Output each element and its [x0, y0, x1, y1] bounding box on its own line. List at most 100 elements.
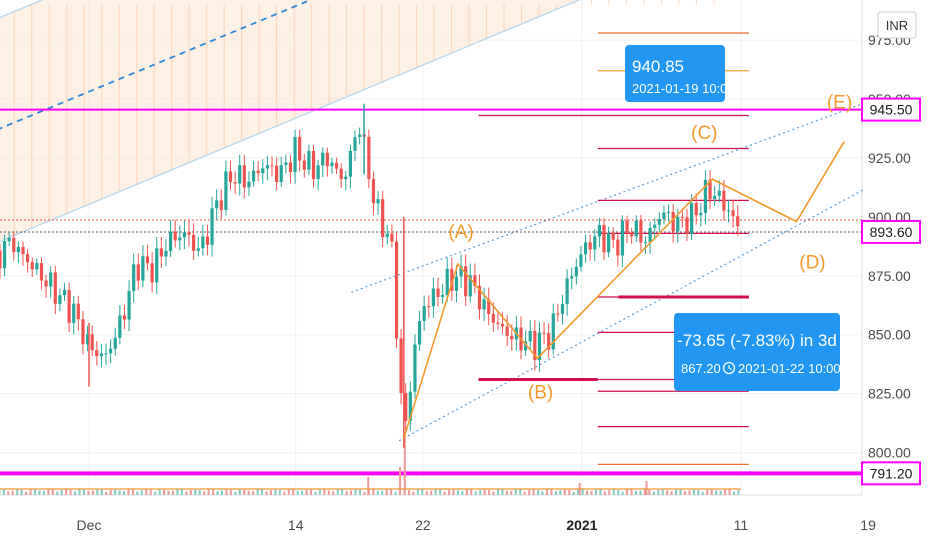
wave-label-c: (C): [691, 123, 717, 144]
candle-body: [510, 335, 514, 340]
start-price-label: 940.85: [632, 57, 684, 76]
volume-bar: [252, 490, 255, 495]
candle-body: [505, 326, 509, 336]
volume-bar: [96, 489, 99, 495]
projection: 940.85 2021-01-19 10:00 -73.65 (-7.83%) in…: [625, 45, 932, 391]
candle-body: [251, 170, 256, 182]
start-callout-box: [625, 45, 725, 102]
candle-body: [394, 241, 399, 339]
wave-label-d: (D): [799, 253, 825, 274]
candle-body: [247, 181, 251, 188]
candle-body: [671, 211, 675, 232]
volume-bar: [265, 491, 268, 495]
candle-body: [228, 171, 233, 183]
candle-body: [551, 313, 555, 350]
candle-body: [630, 232, 634, 237]
volume-bar: [20, 489, 23, 495]
candle-body: [648, 227, 652, 243]
volume-bar: [661, 489, 664, 495]
candle-body: [680, 216, 684, 218]
volume-bar: [706, 489, 709, 495]
candle-body: [26, 253, 30, 263]
volume-bar: [131, 489, 134, 495]
candle-body: [145, 256, 150, 264]
change-label: -73.65 (-7.83%) in 3d: [677, 331, 837, 350]
volume-bar: [737, 490, 740, 495]
volume-bar: [608, 490, 611, 495]
volume-bar: [692, 489, 695, 495]
volume-bar: [452, 489, 455, 495]
price-axis[interactable]: 800.00825.00850.00875.00900.00925.00950.…: [861, 0, 932, 550]
volume-bar: [630, 489, 633, 495]
candle-body: [367, 136, 371, 180]
volume-bar: [532, 489, 535, 495]
volume-bar: [149, 489, 152, 495]
time-axis[interactable]: Dec142220211119Feb: [77, 517, 932, 533]
volume-bar: [180, 489, 183, 495]
volume-bar: [114, 489, 117, 495]
candle-body: [570, 276, 574, 279]
candle-body: [717, 190, 721, 196]
candle-body: [597, 224, 601, 237]
volume-bar: [2, 489, 5, 495]
volume-bar: [635, 490, 638, 495]
volume-bar: [559, 490, 562, 495]
candle-body: [150, 263, 154, 283]
candle-body: [178, 237, 182, 241]
volume-bar: [123, 491, 126, 495]
currency-badge[interactable]: INR: [877, 11, 917, 39]
candle-body: [353, 137, 357, 151]
candle-body: [639, 220, 643, 243]
volume-bar: [412, 491, 415, 495]
volume-bar: [594, 489, 597, 495]
candle-body: [713, 195, 717, 200]
candle-body: [417, 321, 422, 345]
candle-body: [298, 136, 302, 161]
candle-body: [58, 295, 62, 304]
volume-bar: [287, 489, 290, 495]
candle-body: [233, 182, 237, 184]
candle-body: [408, 391, 412, 422]
volume-bar: [82, 489, 85, 495]
candle-body: [358, 134, 362, 138]
volume-bar: [372, 489, 375, 495]
volume-bar: [448, 489, 451, 495]
candle-body: [265, 165, 269, 169]
volume-bar: [639, 490, 642, 495]
trend-channel: [0, 0, 932, 442]
candle-body: [491, 313, 495, 323]
candle-body: [173, 231, 177, 241]
volume-bar: [318, 489, 321, 495]
volume-bar: [470, 489, 473, 495]
volume-bar: [528, 489, 531, 495]
volume-bar: [688, 490, 691, 495]
volume-bar: [488, 489, 491, 495]
channel-lower-line: [0, 0, 581, 243]
volume-bar: [430, 490, 433, 495]
candle-body: [381, 199, 385, 238]
wave-path: [403, 141, 845, 439]
volume-bar: [207, 489, 210, 495]
candle-body: [210, 208, 214, 245]
candle-body: [201, 236, 205, 249]
candle-body: [132, 264, 136, 292]
candle-body: [316, 165, 320, 180]
candle-body: [62, 289, 67, 296]
volume-bar: [670, 491, 673, 495]
candle-body: [76, 303, 80, 320]
volume-bar: [541, 491, 544, 495]
candle-body: [21, 246, 25, 254]
volume-bar: [381, 490, 384, 495]
volume-bar: [136, 491, 139, 495]
volume-bar: [47, 489, 50, 495]
volume-bar: [189, 489, 192, 495]
candle-body: [607, 233, 611, 253]
volume-bar: [626, 489, 629, 495]
volume-bar: [109, 489, 112, 495]
end-date-label: 2021-01-22 10:00: [738, 361, 841, 376]
start-date-label: 2021-01-19 10:00: [632, 81, 735, 96]
volume-spike: [403, 435, 406, 495]
candle-body: [685, 217, 689, 235]
candle-body: [344, 176, 348, 180]
